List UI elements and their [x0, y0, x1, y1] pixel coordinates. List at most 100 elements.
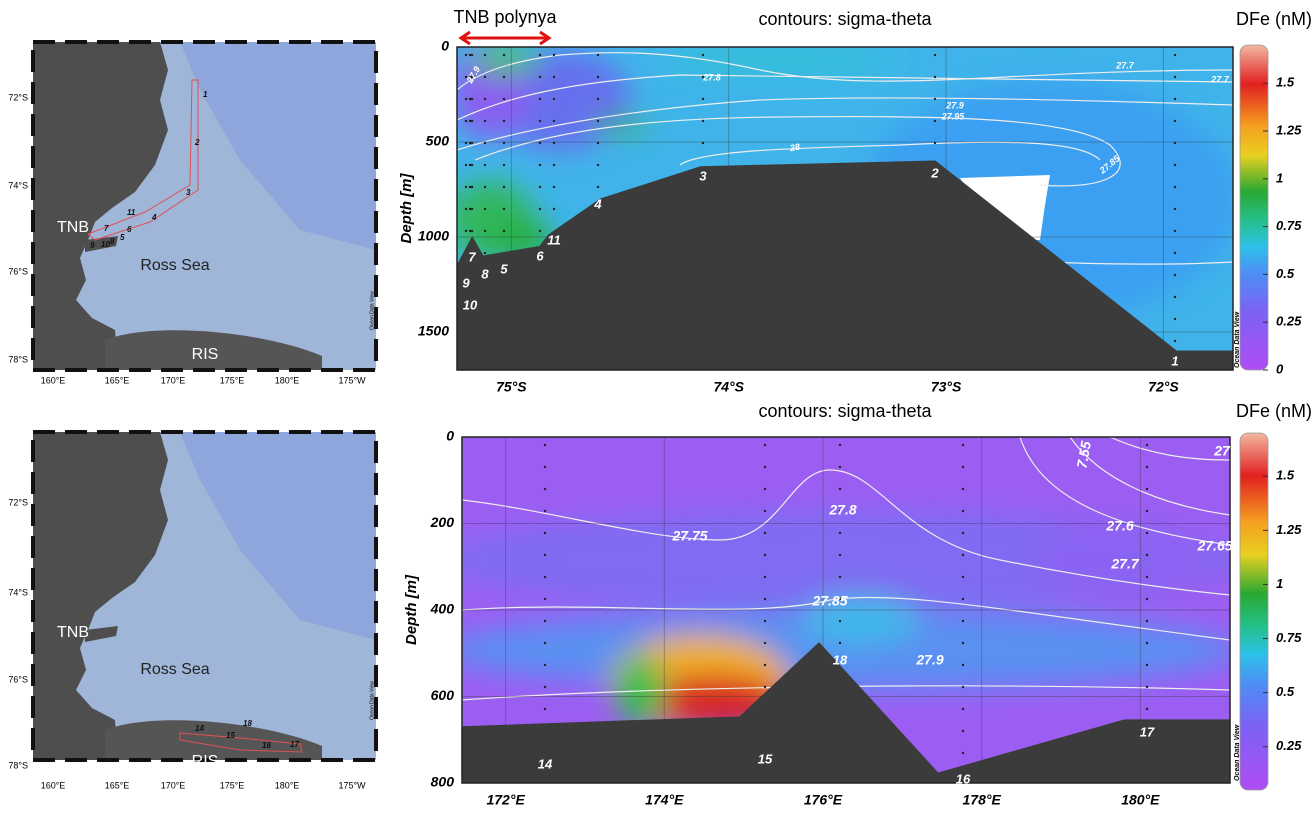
sample-dot: [543, 619, 547, 623]
sample-dot: [961, 597, 965, 601]
chart-title: contours: sigma-theta: [758, 9, 932, 29]
sample-dot: [470, 185, 474, 189]
map-glacier-tongue: [85, 236, 118, 252]
map-station-label: 4: [151, 213, 157, 222]
contour-label: 27.9: [945, 100, 964, 110]
sample-dot: [468, 163, 472, 167]
colorbar-tick-label: 1: [1276, 170, 1283, 185]
sample-dot: [538, 75, 542, 79]
sample-dot: [763, 531, 767, 535]
lon-label: 180°E: [275, 375, 300, 385]
sample-dot: [464, 53, 468, 57]
map-land: [33, 432, 168, 760]
sample-dot: [470, 119, 474, 123]
y-tick-label: 400: [430, 601, 455, 617]
sample-dot: [1173, 295, 1177, 299]
lon-label: 170°E: [161, 780, 186, 790]
sample-dot: [933, 75, 937, 79]
place-label: TNB: [57, 219, 89, 236]
map-shelf: [180, 432, 376, 640]
y-tick-label: 500: [426, 133, 450, 149]
lon-label: 175°W: [338, 375, 366, 385]
sample-dot: [838, 531, 842, 535]
sample-dot: [701, 53, 705, 57]
chart-title: contours: sigma-theta: [758, 401, 932, 421]
sample-dot: [1173, 207, 1177, 211]
sample-dot: [543, 707, 547, 711]
sample-dot: [464, 229, 468, 233]
sample-dot: [502, 141, 506, 145]
station-label: 8: [481, 266, 489, 281]
sample-dot: [1145, 553, 1149, 557]
map-station-label: 9: [90, 241, 95, 250]
sample-dot: [596, 141, 600, 145]
colorbar-tick-label: 0.75: [1276, 630, 1302, 645]
station-label: 4: [593, 196, 602, 211]
sample-dot: [1145, 531, 1149, 535]
map-shelf: [180, 42, 376, 250]
sample-dot: [1173, 119, 1177, 123]
map-frame: [31, 430, 378, 762]
sample-dot: [1145, 597, 1149, 601]
sample-dot: [538, 119, 542, 123]
annotation-arrow: [458, 30, 552, 46]
lat-label: 74°S: [8, 180, 28, 190]
sample-dot: [1173, 141, 1177, 145]
map-frame: [31, 40, 378, 372]
place-label: Ross Sea: [140, 661, 209, 678]
x-tick-label: 180°E: [1121, 792, 1160, 808]
contour-label: 27.7: [1210, 74, 1230, 84]
sample-dot: [596, 185, 600, 189]
sample-dot: [763, 553, 767, 557]
sample-dot: [838, 553, 842, 557]
sample-dot: [502, 53, 506, 57]
sample-dot: [1173, 339, 1177, 343]
seafloor-fill: [457, 161, 1233, 370]
sample-dot: [961, 553, 965, 557]
lon-label: 175°E: [220, 780, 245, 790]
station-label: 18: [833, 652, 848, 667]
map-station-label: 18: [243, 719, 252, 728]
station-label: 9: [462, 275, 470, 290]
colorbar-tick-label: 1.25: [1276, 522, 1302, 537]
y-tick-label: 200: [430, 514, 455, 530]
sample-dot: [464, 141, 468, 145]
colorbar-title: DFe (nM): [1236, 401, 1312, 421]
station-label: 6: [536, 248, 544, 263]
plot-frame: [461, 436, 1231, 784]
map-land: [33, 42, 168, 370]
sample-dot: [838, 509, 842, 513]
sample-dot: [596, 75, 600, 79]
colorbar-tick-label: 1.5: [1276, 468, 1295, 483]
colorbar-tick-label: 1.5: [1276, 75, 1295, 90]
contour-label: 27.95: [941, 111, 966, 121]
station-label: 17: [1140, 724, 1155, 739]
map-track: [179, 732, 303, 753]
colorbar-tick-label: 0.5: [1276, 266, 1295, 281]
lon-label: 165°E: [105, 375, 130, 385]
contour-label: 27.75: [671, 528, 707, 544]
x-tick-label: 75°S: [496, 379, 527, 395]
sample-dot: [933, 141, 937, 145]
x-tick-label: 178°E: [963, 792, 1002, 808]
sample-dot: [470, 53, 474, 57]
map-station-label: 16: [262, 741, 271, 750]
section-plot: 0 200 400 600 800 172°E 174°E 176°E 178°E 180°E 14…: [403, 401, 1312, 808]
sample-dot: [502, 207, 506, 211]
map-station-label: 6: [127, 225, 132, 234]
sample-dot: [538, 53, 542, 57]
sample-dot: [543, 597, 547, 601]
sample-dot: [464, 75, 468, 79]
sample-dot: [1173, 75, 1177, 79]
watermark: Ocean Data View: [1234, 311, 1241, 368]
sample-dot: [552, 75, 556, 79]
sample-dot: [552, 163, 556, 167]
x-tick-label: 176°E: [804, 792, 843, 808]
sample-dot: [483, 53, 487, 57]
place-label: Ross Sea: [140, 257, 209, 274]
colorbar: [1239, 44, 1269, 371]
sample-dot: [470, 97, 474, 101]
place-label: RIS: [192, 346, 219, 363]
sample-dot: [543, 487, 547, 491]
